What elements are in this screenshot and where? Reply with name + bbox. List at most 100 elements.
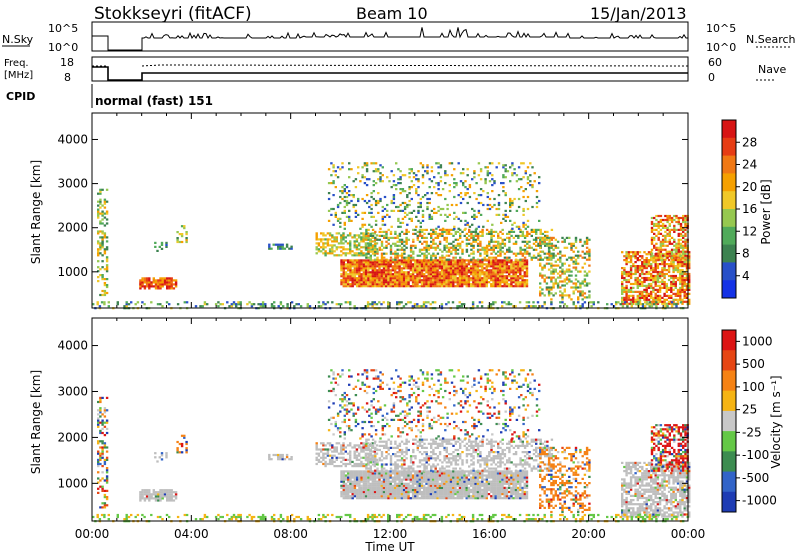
- velocity-cell: [367, 474, 369, 476]
- power-cell: [557, 259, 559, 261]
- velocity-cell: [360, 448, 362, 450]
- power-cell: [324, 234, 326, 236]
- power-cell: [487, 174, 489, 176]
- power-cell: [481, 267, 483, 269]
- velocity-cell: [99, 479, 101, 481]
- power-cell: [416, 305, 418, 307]
- power-cell: [150, 285, 152, 287]
- power-cell: [489, 180, 491, 182]
- power-cell: [405, 267, 407, 269]
- power-cell: [557, 282, 559, 284]
- power-cell: [534, 172, 536, 174]
- power-cell: [634, 283, 636, 285]
- power-cell: [641, 291, 643, 293]
- power-cell: [390, 233, 392, 235]
- power-cell: [469, 186, 471, 188]
- power-cell: [650, 275, 652, 277]
- velocity-cell: [354, 489, 356, 491]
- velocity-cell: [99, 411, 101, 413]
- power-cell: [555, 271, 557, 273]
- velocity-cell: [363, 487, 365, 489]
- power-cell: [434, 261, 436, 263]
- power-cell: [204, 303, 206, 305]
- power-cell: [653, 259, 655, 261]
- power-cell: [375, 170, 377, 172]
- power-cell: [481, 283, 483, 285]
- power-cell: [362, 236, 364, 238]
- power-cell: [404, 174, 406, 176]
- power-cell: [452, 263, 454, 265]
- power-cell: [354, 234, 356, 236]
- nsky-left-tick-high: 10^5: [48, 22, 78, 35]
- velocity-cell: [343, 472, 345, 474]
- power-cell: [473, 170, 475, 172]
- power-cell: [575, 241, 577, 243]
- power-cell: [407, 275, 409, 277]
- velocity-cell: [277, 458, 279, 460]
- power-cell: [383, 285, 385, 287]
- power-cell: [343, 271, 345, 273]
- velocity-cell: [336, 465, 338, 467]
- power-cell: [340, 259, 342, 261]
- power-cell: [492, 285, 494, 287]
- power-cell: [490, 257, 492, 259]
- power-cell: [376, 251, 378, 253]
- power-cell: [579, 294, 581, 296]
- velocity-cell: [183, 435, 185, 437]
- power-cell: [474, 277, 476, 279]
- power-cell: [577, 251, 579, 253]
- power-cell: [393, 184, 395, 186]
- power-cell: [651, 243, 653, 245]
- power-cell: [668, 289, 670, 291]
- power-cell: [504, 265, 506, 267]
- power-cell: [622, 305, 624, 307]
- power-cell: [97, 205, 99, 207]
- power-cell: [392, 237, 394, 239]
- velocity-cell: [329, 448, 331, 450]
- power-cell: [356, 261, 358, 263]
- power-cell: [468, 277, 470, 279]
- power-cell: [481, 277, 483, 279]
- power-cell: [680, 239, 682, 241]
- power-cell: [479, 261, 481, 263]
- power-cell: [148, 285, 150, 287]
- power-cell: [333, 250, 335, 252]
- power-cell: [588, 257, 590, 259]
- power-cell: [510, 271, 512, 273]
- velocity-cell: [369, 477, 371, 479]
- power-cell: [444, 220, 446, 222]
- power-cell: [630, 261, 632, 263]
- power-cell: [518, 166, 520, 168]
- power-cell: [650, 283, 652, 285]
- power-cell: [354, 261, 356, 263]
- power-cell: [477, 245, 479, 247]
- velocity-cell: [367, 472, 369, 474]
- power-cell: [106, 189, 108, 191]
- power-cell: [101, 236, 103, 238]
- power-cell: [661, 261, 663, 263]
- power-cell: [381, 255, 383, 257]
- power-cell: [515, 275, 517, 277]
- power-cell: [316, 248, 318, 250]
- power-cell: [348, 190, 350, 192]
- velocity-cell: [385, 477, 387, 479]
- power-cell: [390, 285, 392, 287]
- power-cell: [435, 237, 437, 239]
- velocity-cell: [347, 444, 349, 446]
- power-cell: [479, 235, 481, 237]
- power-cell: [99, 242, 101, 244]
- power-cell: [625, 299, 627, 301]
- power-cell: [330, 214, 332, 216]
- power-cell: [510, 281, 512, 283]
- power-cell: [488, 261, 490, 263]
- power-cell: [641, 269, 643, 271]
- power-cell: [660, 215, 662, 217]
- power-cell: [461, 231, 463, 233]
- power-cell: [461, 249, 463, 251]
- power-cell: [342, 242, 344, 244]
- power-cell: [535, 241, 537, 243]
- power-cell: [358, 273, 360, 275]
- power-cell: [403, 261, 405, 263]
- power-cell: [410, 251, 412, 253]
- power-cell: [486, 233, 488, 235]
